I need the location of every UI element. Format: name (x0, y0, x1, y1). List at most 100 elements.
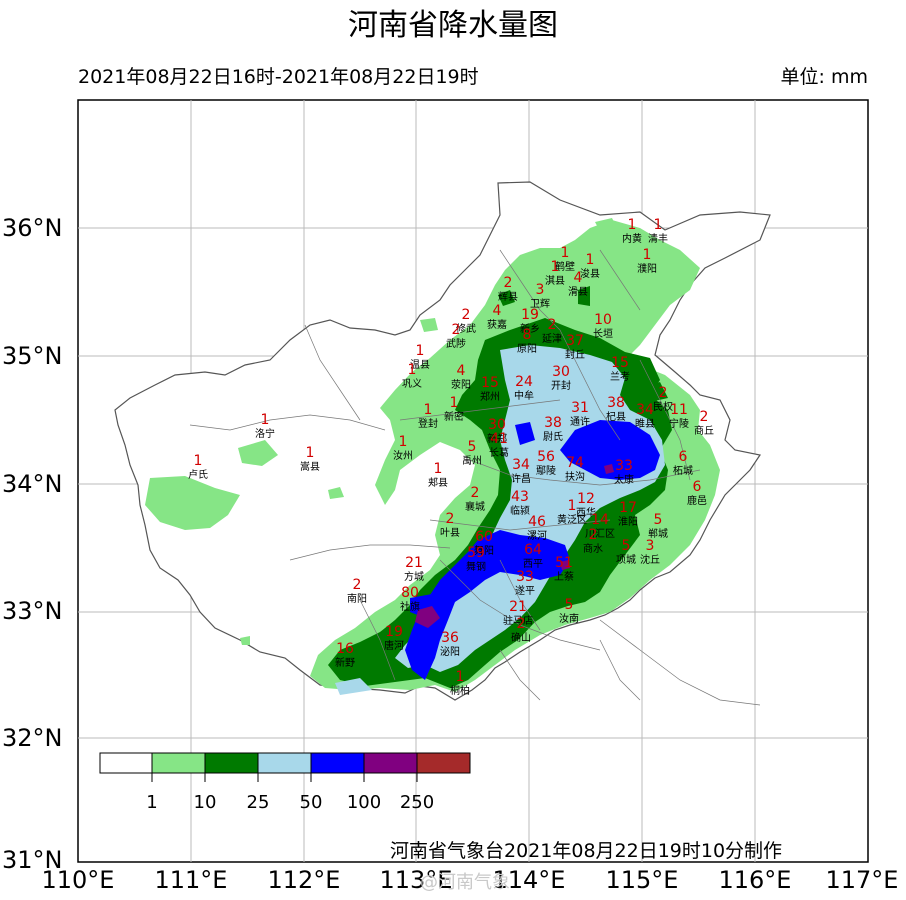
rainfall-value: 2 (471, 485, 480, 501)
station-name: 鹤壁 (555, 260, 575, 273)
rainfall-value: 2 (462, 307, 471, 323)
watermark: @河南气象 (420, 872, 510, 893)
rainfall-value: 33 (615, 458, 633, 474)
rainfall-value: 1 (643, 247, 652, 263)
lon-label-112: 112°E (267, 866, 341, 894)
precip-100-250 (415, 464, 614, 628)
rainfall-value: 6 (679, 449, 688, 465)
station-name: 长垣 (593, 328, 613, 340)
station-name: 郸城 (648, 527, 668, 540)
rainfall-value: 64 (524, 542, 542, 558)
rainfall-value: 1 (194, 453, 203, 469)
station-name: 确山 (511, 631, 531, 644)
rainfall-value: 16 (336, 641, 354, 657)
rainfall-value: 2 (353, 577, 362, 593)
station-name: 郏县 (428, 476, 448, 489)
station-name: 辉县 (498, 291, 518, 303)
rainfall-value: 19 (385, 624, 403, 640)
station-name: 西平 (523, 559, 543, 570)
rainfall-value: 80 (401, 585, 419, 601)
station-name: 郑州 (480, 390, 500, 403)
station-name: 延津 (542, 333, 562, 345)
rainfall-value: 15 (481, 375, 499, 391)
station-name: 获嘉 (487, 318, 507, 331)
station-name: 扶沟 (565, 470, 585, 483)
lon-label-110: 110°E (41, 866, 115, 894)
legend-box-4 (310, 752, 365, 774)
plot-frame (77, 99, 869, 863)
legend-box-2 (204, 752, 259, 774)
station-name: 禹州 (462, 454, 482, 467)
rainfall-value: 4 (574, 270, 583, 286)
rainfall-value: 51 (555, 555, 573, 571)
legend-box-1 (151, 752, 206, 774)
rainfall-value: 10 (594, 312, 612, 328)
station-name: 黄泛区 (557, 513, 587, 526)
station-name: 新密 (444, 410, 464, 423)
rainfall-value: 38 (607, 395, 625, 411)
legend-box-5 (363, 752, 418, 774)
station-name: 武陟 (446, 337, 466, 350)
station-name: 项城 (616, 554, 636, 566)
rainfall-value: 33 (516, 569, 534, 585)
station-name: 封丘 (565, 348, 585, 361)
rainfall-value: 30 (488, 417, 506, 433)
legend-tick-1: 1 (146, 792, 158, 813)
lon-label-115: 115°E (605, 866, 679, 894)
station-name: 西华 (576, 506, 596, 519)
rainfall-value: 8 (523, 327, 532, 343)
rainfall-value: 4 (457, 363, 466, 379)
station-name: 温县 (410, 359, 430, 371)
station-name: 中牟 (514, 389, 534, 402)
station-name: 杞县 (606, 410, 626, 423)
rainfall-value: 19 (521, 307, 539, 323)
station-name: 商丘 (694, 424, 714, 437)
station-name: 汝州 (393, 449, 413, 462)
legend-tick-100: 100 (346, 792, 382, 813)
station-name: 民权 (653, 400, 673, 413)
rainfall-value: 1 (434, 461, 443, 477)
rainfall-value: 2 (659, 385, 668, 401)
rainfall-value: 1 (450, 395, 459, 411)
station-name: 鄢陵 (536, 465, 556, 477)
station-name: 嵩县 (300, 461, 320, 473)
rainfall-value: 24 (515, 374, 533, 390)
rainfall-value: 11 (670, 402, 688, 418)
rainfall-value: 15 (611, 355, 629, 371)
lon-label-116: 116°E (718, 866, 792, 894)
city-borders (189, 249, 761, 706)
station-name: 尉氏 (543, 430, 563, 443)
station-name: 原阳 (517, 343, 537, 355)
rainfall-value: 21 (405, 555, 423, 571)
station-name: 淇县 (545, 275, 565, 287)
legend-box-3 (257, 752, 312, 774)
map-title: 河南省降水量图 (348, 8, 558, 43)
station-name: 登封 (418, 417, 438, 430)
station-name: 新乡 (520, 322, 540, 335)
station-name: 唐河 (384, 639, 404, 652)
station-name: 睢县 (635, 417, 655, 430)
rainfall-value: 43 (511, 489, 529, 505)
legend-tick-25: 25 (246, 792, 270, 813)
station-name: 鹿邑 (687, 494, 707, 507)
rainfall-value: 5 (565, 597, 574, 613)
station-name: 方城 (404, 570, 424, 583)
rainfall-value: 5 (654, 512, 663, 528)
rainfall-value: 14 (591, 512, 609, 528)
lat-label-33: 33°N (2, 597, 63, 625)
station-name: 太康 (614, 473, 634, 486)
station-name: 新野 (335, 656, 355, 669)
lon-label-117: 117°E (825, 866, 899, 894)
rainfall-value: 5 (468, 439, 477, 455)
station-name: 临颍 (510, 504, 530, 517)
station-name: 漯河 (527, 530, 547, 542)
rainfall-value: 1 (561, 245, 570, 261)
rainfall-value: 34 (636, 402, 654, 418)
rainfall-value: 37 (566, 333, 584, 349)
rainfall-value: 1 (628, 217, 637, 233)
rainfall-value: 59 (467, 545, 485, 561)
rainfall-value: 34 (512, 457, 530, 473)
rainfall-value: 17 (619, 500, 637, 516)
rainfall-value: 1 (424, 402, 433, 418)
